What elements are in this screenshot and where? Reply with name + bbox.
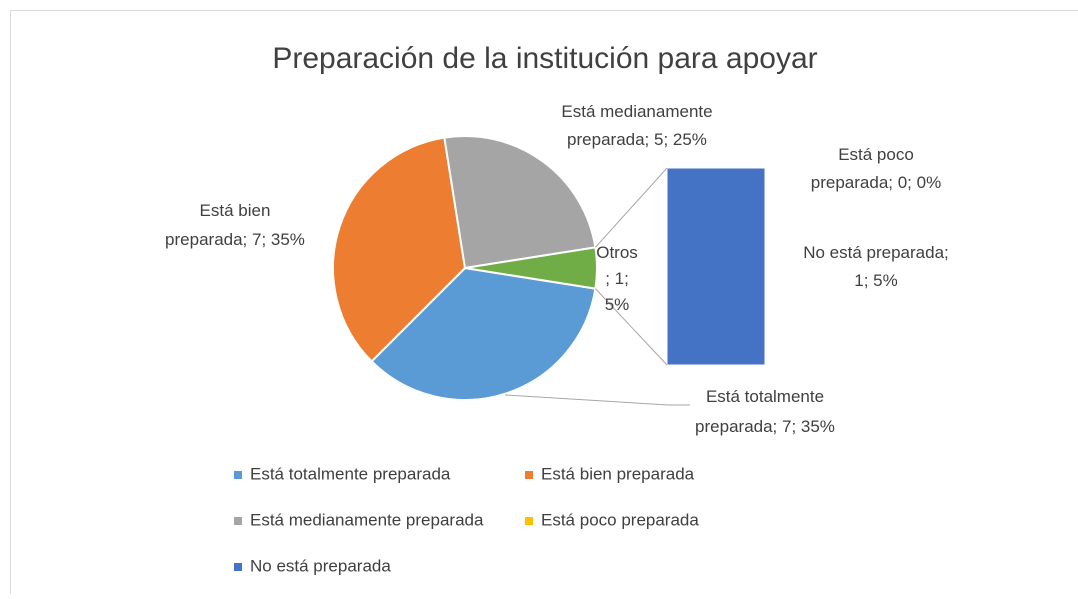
legend-label: Está totalmente preparada	[250, 464, 451, 483]
legend-swatch	[234, 517, 242, 525]
legend-label: No está preparada	[250, 556, 391, 575]
legend-swatch	[525, 517, 533, 525]
legend-swatch	[234, 471, 242, 479]
legend-label: Está poco preparada	[541, 510, 699, 529]
legend-label: Está medianamente preparada	[250, 510, 484, 529]
legend-swatch	[525, 471, 533, 479]
bar-segment	[667, 168, 765, 365]
legend-swatch	[234, 563, 242, 571]
chart-title: Preparación de la institución para apoya…	[272, 42, 817, 75]
legend-label: Está bien preparada	[541, 464, 695, 483]
